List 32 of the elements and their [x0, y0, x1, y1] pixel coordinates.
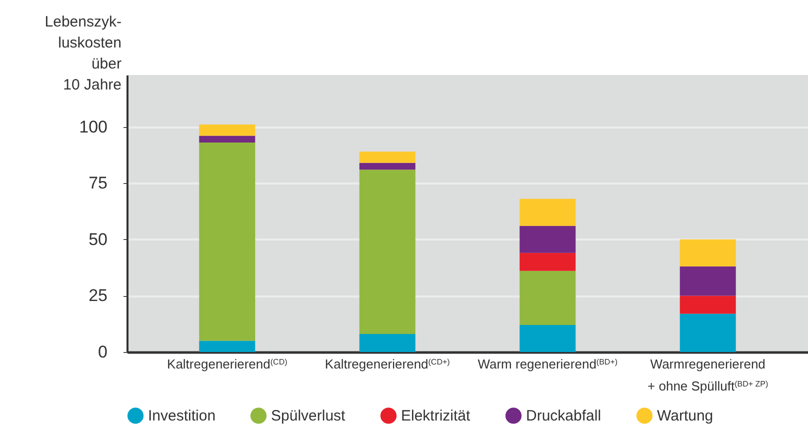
bar	[359, 170, 416, 334]
y-tick-label: 50	[88, 230, 108, 249]
bar	[520, 198, 576, 226]
bar	[359, 162, 416, 170]
legend-label: Spülverlust	[271, 408, 346, 425]
y-tick-label: 25	[88, 286, 108, 306]
x-tick-label: Kaltregenerierend$^{(CD)}$	[167, 356, 288, 372]
x-tick-label: Kaltregenerierend$^{(CD+)}$	[324, 356, 450, 372]
bar	[520, 270, 576, 325]
y-tick-label: 75	[88, 174, 108, 193]
legend-label: Elektrizität	[401, 408, 472, 425]
x-tick-label: Warmregenerierend + ohne Spülluft$^{(BD+ ZP)}$	[648, 356, 769, 394]
y-tick-label: 100	[79, 117, 108, 136]
x-tick-label: Warm regenerierend$^{(BD+)}$	[478, 356, 618, 372]
bar	[520, 324, 576, 352]
y-tick-label: 0	[98, 342, 108, 362]
bar	[359, 152, 416, 163]
bar	[520, 226, 576, 253]
bar	[680, 239, 736, 266]
bar	[199, 136, 256, 143]
bar	[199, 142, 256, 341]
legend-label: Druckabfall	[526, 408, 602, 425]
y-axis-title: Lebenszyk- luskosten über 10 Jahre	[44, 14, 122, 94]
bar	[199, 340, 256, 352]
bar	[359, 334, 416, 352]
bar	[199, 124, 256, 136]
legend-label: Wartung	[657, 408, 714, 425]
bar	[680, 296, 736, 314]
bar	[680, 266, 736, 296]
legend-label: Investition	[148, 408, 216, 425]
bar	[680, 314, 736, 352]
bar	[520, 252, 576, 271]
